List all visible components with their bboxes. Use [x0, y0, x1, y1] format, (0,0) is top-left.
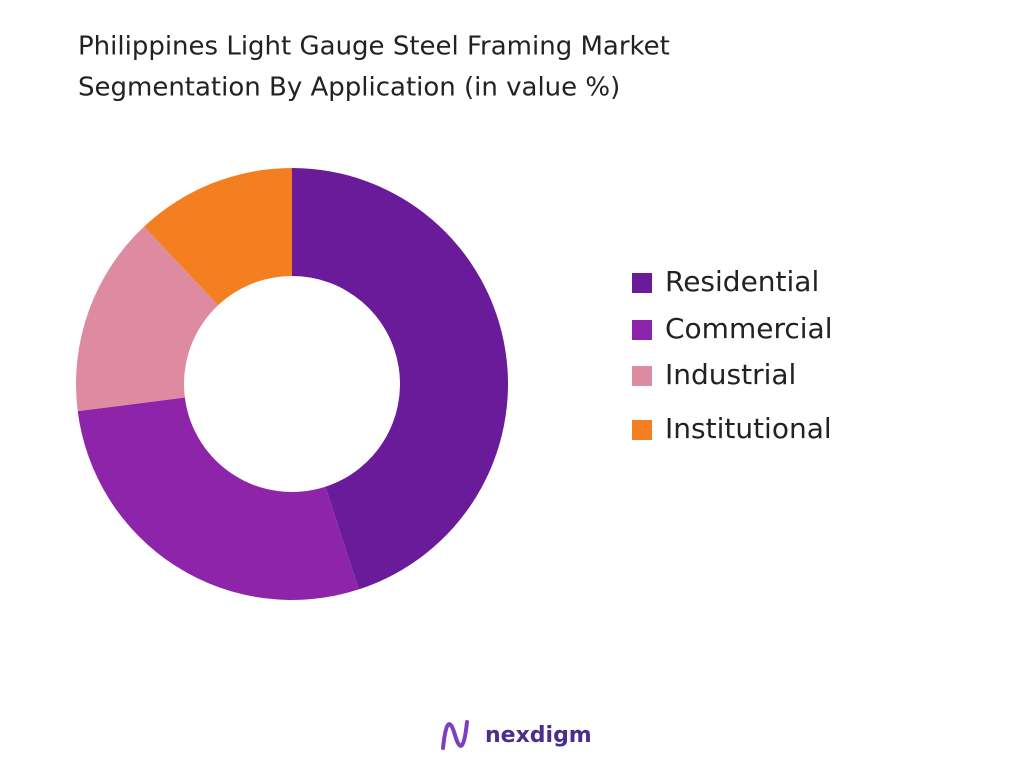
chart-title: Philippines Light Gauge Steel Framing Ma… [78, 32, 670, 62]
logo-icon [441, 720, 469, 750]
legend-label: Institutional [665, 412, 832, 445]
chart-title: Segmentation By Application (in value %) [78, 73, 620, 103]
donut-slice [77, 397, 359, 601]
legend-swatch [632, 420, 652, 440]
donut-slice [144, 168, 292, 306]
logo: nexdigm [441, 720, 592, 750]
legend-swatch [632, 273, 652, 293]
legend-label: Commercial [665, 312, 832, 345]
donut-slice [76, 226, 219, 412]
legend-swatch [632, 320, 652, 340]
brand: nexdigm [485, 723, 592, 748]
donut-slice [292, 168, 509, 590]
legend-label: Residential [665, 265, 819, 298]
legend-swatch [632, 366, 652, 386]
legend-label: Industrial [665, 358, 796, 391]
